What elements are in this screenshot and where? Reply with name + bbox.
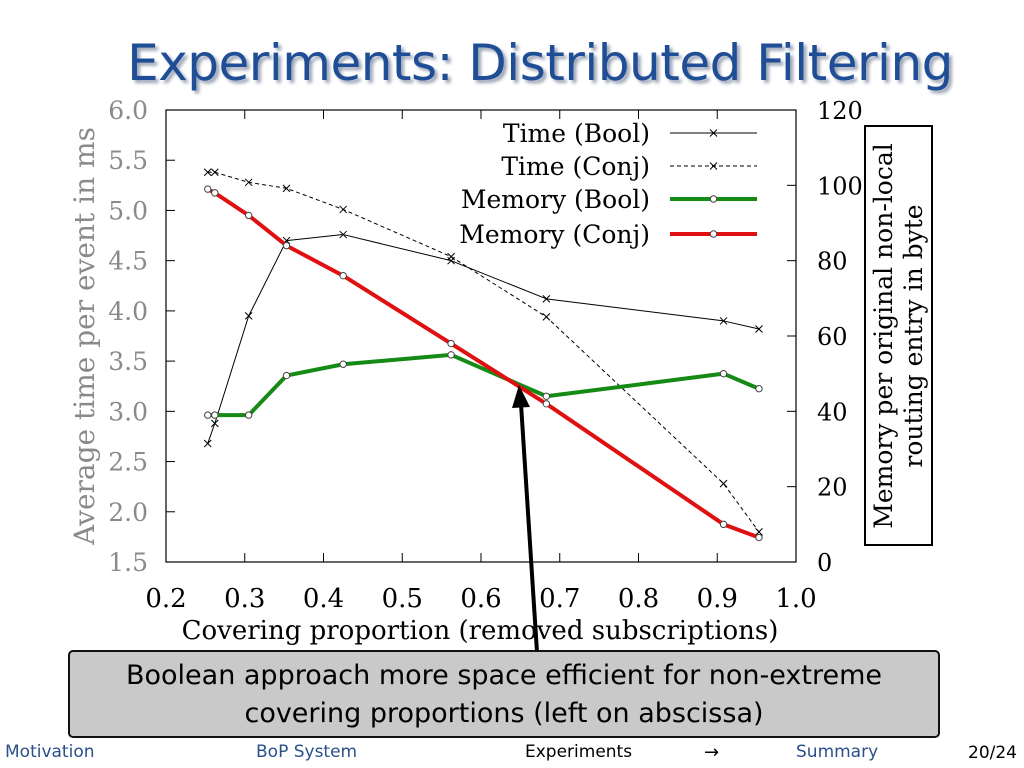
x-tick-label: 0.4 [303, 584, 344, 614]
y2-tick-label: 100 [817, 172, 863, 200]
page-number: 20/24 [968, 743, 1017, 763]
y-tick-label: 3.0 [108, 397, 148, 426]
y2-tick-label: 20 [817, 474, 848, 502]
nav-summary[interactable]: Summary [796, 742, 879, 762]
data-point-time-bool [542, 294, 551, 303]
callout-box: Boolean approach more space efficient fo… [68, 650, 940, 738]
data-point-memory-bool [719, 369, 728, 378]
series-line-time-bool [207, 234, 760, 444]
data-point-memory-conj [244, 211, 253, 220]
x-tick-label: 0.8 [618, 584, 659, 614]
y-tick-label: 2.5 [108, 448, 148, 477]
data-point-memory-conj [755, 533, 763, 542]
data-point-memory-conj [542, 400, 551, 408]
data-point-memory-bool [204, 411, 212, 419]
y2-axis-label-line1: Memory per original non-local [869, 143, 898, 528]
data-point-time-conj [282, 184, 291, 193]
x-axis-label: Covering proportion (removed subscriptio… [182, 616, 779, 646]
legend-marker-time-bool [709, 129, 718, 137]
data-point-time-bool [210, 419, 219, 428]
x-tick-label: 0.2 [145, 584, 186, 614]
y-tick-label: 6.0 [108, 96, 148, 125]
callout-line-2: covering proportions (left on abscissa) [244, 698, 764, 729]
y-tick-label: 5.0 [108, 196, 148, 225]
legend-label-memory-conj: Memory (Conj) [459, 220, 650, 249]
callout-line-1: Boolean approach more space efficient fo… [125, 660, 883, 691]
data-point-time-bool [203, 439, 212, 448]
data-point-memory-bool [282, 371, 291, 380]
y2-tick-label: 0 [817, 549, 832, 577]
y2-label-box [864, 125, 933, 546]
data-point-memory-bool [211, 411, 219, 419]
annotation-arrow-shaft [519, 403, 539, 653]
nav-arrow-icon: → [704, 742, 720, 763]
slide-title: Experiments: Distributed Filtering [127, 34, 953, 92]
y-tick-label: 4.5 [108, 247, 148, 276]
nav-bop-system[interactable]: BoP System [256, 742, 358, 762]
data-point-memory-conj [204, 185, 212, 193]
data-point-time-bool [719, 317, 728, 325]
data-point-time-conj [542, 313, 551, 321]
data-point-time-bool [339, 230, 348, 239]
y2-tick-label: 60 [817, 323, 848, 351]
nav-experiments[interactable]: Experiments [525, 742, 633, 762]
data-point-time-conj [447, 252, 455, 261]
y-tick-label: 5.5 [108, 146, 148, 175]
annotation-arrow-head [512, 385, 530, 408]
nav-motivation[interactable]: Motivation [5, 742, 95, 762]
y-tick-label: 2.0 [108, 498, 148, 527]
data-point-memory-bool [447, 351, 455, 359]
data-point-memory-conj [447, 339, 455, 348]
y-tick-label: 1.5 [108, 548, 148, 577]
x-tick-label: 0.7 [539, 584, 580, 614]
y-axis-label: Average time per event in ms [68, 127, 101, 546]
legend-label-memory-bool: Memory (Bool) [461, 185, 650, 214]
data-point-memory-bool [542, 392, 551, 400]
legend-marker-memory-bool [709, 195, 718, 203]
x-tick-label: 1.0 [775, 584, 816, 614]
data-point-time-bool [755, 325, 763, 333]
legend-label-time-conj: Time (Conj) [501, 152, 650, 181]
y2-axis-label-line2: routing entry in byte [899, 204, 928, 467]
data-point-memory-conj [339, 272, 347, 280]
data-point-time-conj [203, 168, 212, 177]
legend-marker-memory-conj [709, 230, 718, 238]
y2-tick-label: 80 [817, 248, 848, 276]
data-point-memory-bool [755, 385, 763, 393]
plot-frame [165, 109, 797, 563]
data-point-time-conj [719, 479, 728, 488]
data-point-time-bool [244, 312, 253, 320]
x-tick-label: 0.3 [224, 584, 265, 614]
y-tick-label: 4.0 [108, 297, 148, 326]
y2-tick-label: 120 [817, 97, 863, 125]
x-tick-label: 0.6 [460, 584, 501, 614]
y-tick-label: 3.5 [108, 347, 148, 376]
data-point-memory-conj [719, 520, 728, 529]
data-point-memory-conj [211, 189, 219, 197]
x-tick-label: 0.9 [697, 584, 738, 614]
data-point-memory-bool [244, 411, 253, 419]
data-point-time-conj [755, 528, 763, 536]
legend-label-time-bool: Time (Bool) [503, 119, 650, 148]
data-point-memory-bool [339, 360, 347, 368]
data-point-time-conj [339, 205, 348, 214]
x-tick-label: 0.5 [382, 584, 423, 614]
data-point-memory-conj [282, 241, 291, 250]
y2-tick-label: 40 [817, 398, 848, 426]
legend-marker-time-conj [709, 162, 718, 170]
data-point-time-conj [210, 168, 219, 177]
data-point-time-conj [244, 178, 253, 187]
